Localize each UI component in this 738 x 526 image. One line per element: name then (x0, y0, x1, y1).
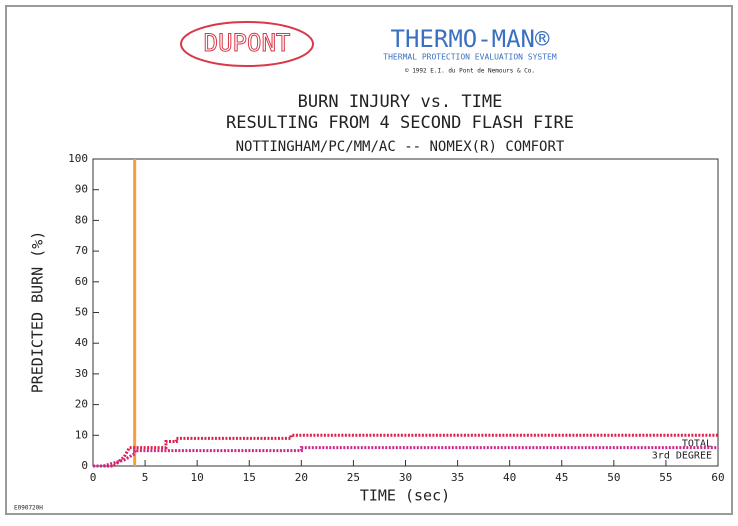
series-line (93, 433, 718, 468)
x-tick-label: 45 (555, 471, 568, 484)
copyright: © 1992 E.I. du Pont de Nemours & Co. (405, 68, 535, 75)
chart-title: BURN INJURY vs. TIME (298, 92, 503, 112)
y-tick-label: 100 (68, 152, 88, 165)
logo: DUPONT (204, 29, 291, 57)
x-tick-label: 25 (347, 471, 360, 484)
y-tick-label: 80 (75, 213, 88, 226)
y-tick-label: 30 (75, 367, 88, 380)
y-tick-label: 40 (75, 336, 88, 349)
x-axis-label: TIME (sec) (360, 487, 450, 505)
chart-subtitle: RESULTING FROM 4 SECOND FLASH FIRE (226, 113, 574, 133)
x-tick-label: 55 (659, 471, 672, 484)
x-tick-label: 0 (90, 471, 97, 484)
y-tick-label: 60 (75, 275, 88, 288)
series-label: TOTAL (682, 438, 712, 449)
code-label: E090720H (14, 505, 43, 512)
series-label: 3rd DEGREE (652, 451, 712, 462)
x-tick-label: 5 (142, 471, 149, 484)
logo-oval (180, 21, 314, 67)
x-tick-label: 40 (503, 471, 516, 484)
y-tick-label: 0 (81, 459, 88, 472)
x-tick-label: 30 (399, 471, 412, 484)
x-tick-label: 10 (191, 471, 204, 484)
brand: THERMO-MAN® (391, 25, 550, 53)
y-axis-label: PREDICTED BURN (%) (29, 231, 47, 394)
x-tick-label: 15 (243, 471, 256, 484)
x-tick-label: 60 (711, 471, 724, 484)
y-tick-label: 70 (75, 244, 88, 257)
x-tick-label: 20 (295, 471, 308, 484)
y-tick-label: 10 (75, 428, 88, 441)
y-tick-label: 50 (75, 306, 88, 319)
x-tick-label: 50 (607, 471, 620, 484)
y-tick-label: 90 (75, 183, 88, 196)
chart-subtitle2: NOTTINGHAM/PC/MM/AC -- NOMEX(R) COMFORT (236, 139, 565, 155)
series-line (93, 446, 718, 468)
brand-subtitle: THERMAL PROTECTION EVALUATION SYSTEM (383, 53, 557, 62)
x-tick-label: 35 (451, 471, 464, 484)
frame (5, 5, 733, 515)
y-tick-label: 20 (75, 398, 88, 411)
